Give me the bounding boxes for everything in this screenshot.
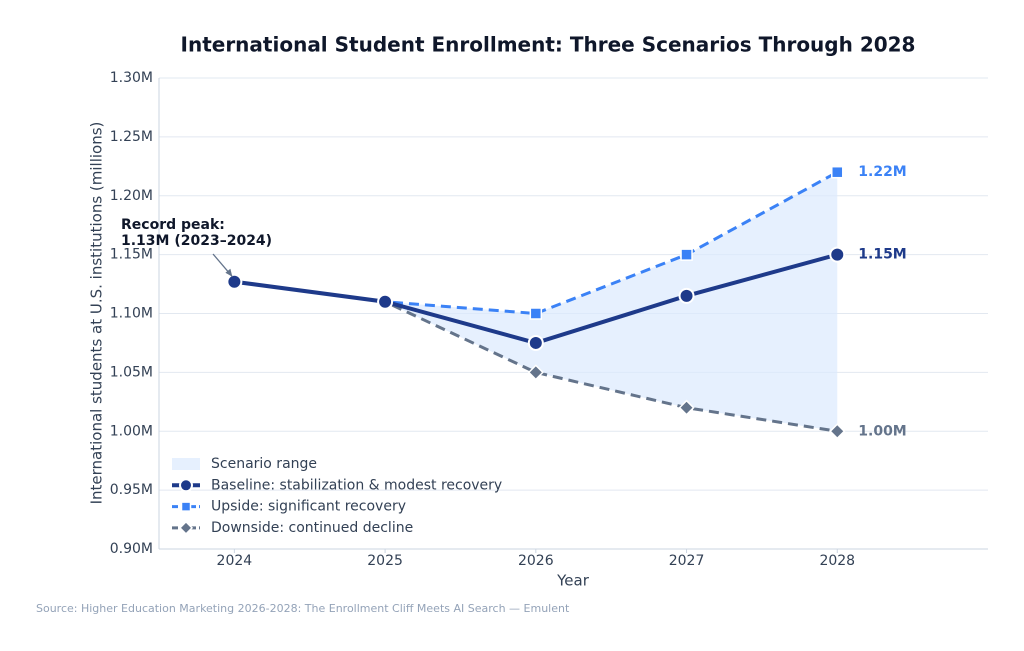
x-tick-label: 2028 [819,553,855,569]
legend-label: Upside: significant recovery [211,499,406,515]
chart-title: International Student Enrollment: Three … [181,33,916,57]
annotation-arrowhead [225,268,233,277]
x-tick-label: 2024 [217,553,253,569]
y-tick-label: 1.25M [110,129,153,145]
marker [527,334,544,351]
x-tick-label: 2025 [367,553,403,569]
y-tick-label: 1.10M [110,306,153,322]
y-tick-label: 0.95M [110,482,153,498]
source-note: Source: Higher Education Marketing 2026-… [36,602,570,615]
y-tick-label: 1.20M [110,188,153,204]
y-tick-label: 1.05M [110,364,153,380]
scenario-range [385,172,838,432]
marker [529,307,543,320]
annotation: 1.13M (2023–2024) [121,233,272,249]
legend-swatch [172,458,200,470]
value-label: 1.22M [858,164,906,180]
marker [680,248,693,261]
x-tick-label: 2027 [669,553,705,569]
legend-marker [180,501,192,512]
marker [829,246,846,263]
marker [831,165,844,179]
legend-label: Baseline: stabilization & modest recover… [211,477,502,493]
legend-label: Scenario range [211,456,317,472]
marker [527,364,544,381]
y-tick-label: 0.90M [110,541,153,557]
marker [678,287,695,304]
marker [226,273,243,290]
annotation: Record peak: [121,217,225,233]
y-tick-label: 1.30M [110,70,153,86]
y-axis-label: International students at U.S. instituti… [88,122,106,505]
marker [829,423,846,440]
value-label: 1.00M [858,423,906,439]
legend-marker [178,520,194,535]
y-tick-label: 1.15M [110,247,153,263]
legend-marker [179,478,193,493]
marker [377,293,394,310]
legend-label: Downside: continued decline [211,520,413,536]
marker [678,399,695,416]
y-tick-label: 1.00M [110,423,153,439]
x-axis-label: Year [556,572,590,590]
x-tick-label: 2026 [518,553,554,569]
value-label: 1.15M [858,247,906,263]
